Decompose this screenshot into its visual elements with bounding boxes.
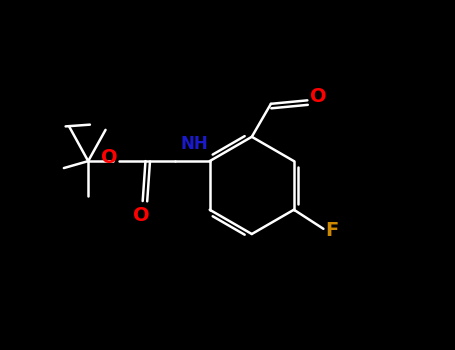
Text: O: O — [310, 88, 327, 106]
Text: F: F — [325, 221, 339, 240]
Text: O: O — [133, 206, 149, 225]
Text: O: O — [101, 148, 118, 167]
Text: NH: NH — [180, 135, 208, 153]
